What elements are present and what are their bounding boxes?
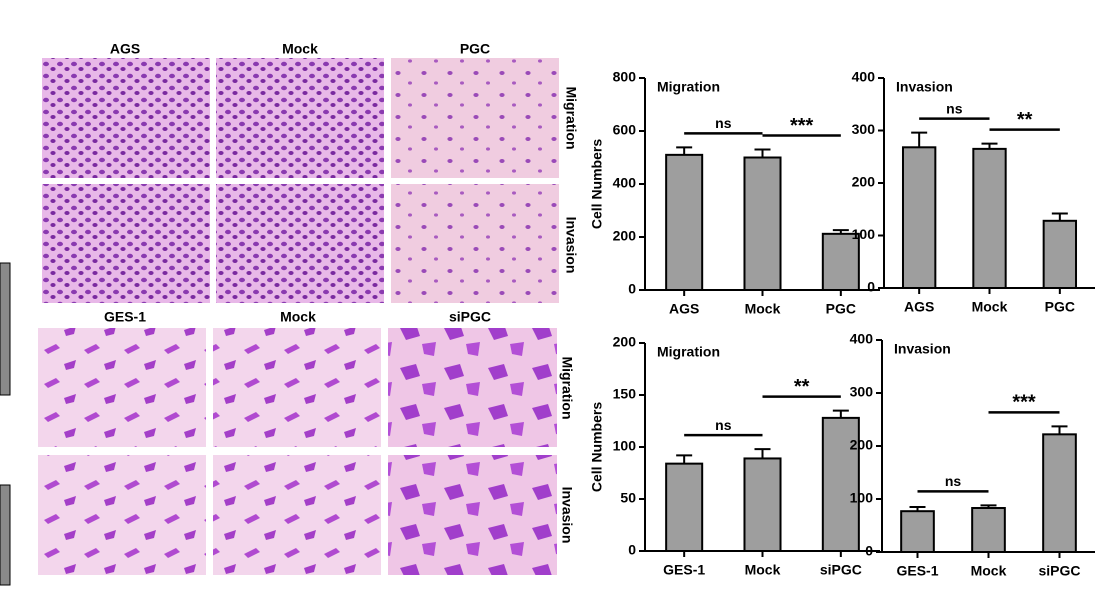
x-tick-label: Mock — [971, 563, 1007, 579]
significance-label: ns — [715, 417, 732, 433]
error-bar — [911, 131, 928, 148]
x-tick-label: Mock — [972, 299, 1008, 315]
bar — [821, 232, 860, 292]
x-tick-label: Mock — [745, 562, 781, 578]
x-tick-label: Mock — [745, 301, 781, 317]
micrographs — [38, 58, 559, 575]
y-tick-label: 400 — [613, 175, 637, 191]
row-label: Invasion — [563, 217, 579, 274]
chart-title: Invasion — [894, 341, 951, 357]
y-tick-label: 50 — [620, 490, 636, 506]
bar — [665, 462, 704, 553]
bar — [972, 147, 1007, 289]
column-label: siPGC — [449, 309, 491, 325]
y-tick-label: 400 — [852, 69, 876, 85]
significance-label: ns — [946, 100, 963, 116]
significance-label: ** — [1017, 109, 1033, 131]
y-tick-label: 100 — [850, 490, 874, 506]
micrograph — [213, 328, 381, 447]
y-tick-label: 100 — [613, 438, 637, 454]
y-tick-label: 800 — [613, 69, 637, 85]
y-tick-label: 0 — [628, 542, 636, 558]
significance-label: ** — [794, 376, 810, 398]
x-tick-label: PGC — [1045, 299, 1075, 315]
column-label: Mock — [280, 309, 316, 325]
x-tick-label: siPGC — [820, 562, 862, 578]
row-label: Invasion — [559, 487, 575, 544]
column-label: GES-1 — [104, 309, 146, 325]
y-tick-label: 0 — [867, 279, 875, 295]
error-bar — [981, 142, 998, 149]
x-tick-label: GES-1 — [896, 563, 938, 579]
y-tick-label: 600 — [613, 122, 637, 138]
chart-title: Migration — [657, 79, 720, 95]
cropped-bar — [0, 484, 11, 586]
micrograph — [38, 455, 206, 575]
bar — [665, 153, 704, 291]
y-tick-label: 100 — [852, 226, 876, 242]
row-label: Migration — [559, 357, 575, 420]
significance-label: ns — [945, 473, 962, 489]
y-tick-label: 300 — [850, 384, 874, 400]
bar — [1042, 433, 1077, 553]
micrograph — [38, 328, 206, 447]
column-label: PGC — [460, 41, 490, 57]
significance-label: *** — [1012, 392, 1036, 414]
y-tick-label: 200 — [850, 437, 874, 453]
bar — [743, 156, 782, 291]
significance-label: *** — [790, 115, 814, 137]
micrograph — [388, 455, 557, 575]
error-bar — [909, 505, 926, 512]
bar — [901, 146, 937, 289]
row-label: Migration — [563, 87, 579, 150]
bar — [1042, 219, 1078, 289]
x-tick-label: AGS — [904, 299, 934, 315]
x-tick-label: AGS — [669, 301, 699, 317]
chart-title: Invasion — [896, 79, 953, 95]
y-tick-label: 200 — [613, 228, 637, 244]
micrograph — [391, 184, 559, 303]
error-bar — [676, 146, 693, 155]
micrograph — [213, 455, 381, 575]
y-tick-label: 200 — [852, 174, 876, 190]
error-bar — [754, 448, 771, 459]
bar — [743, 457, 782, 552]
y-tick-label: 400 — [850, 331, 874, 347]
y-tick-label: 0 — [865, 543, 873, 559]
cropped-bar — [0, 262, 11, 396]
y-tick-label: 0 — [628, 281, 636, 297]
x-tick-label: GES-1 — [663, 562, 705, 578]
y-axis-label: Cell Numbers — [589, 139, 605, 229]
error-bar — [1051, 425, 1068, 435]
micrograph — [216, 184, 384, 303]
y-tick-label: 150 — [613, 386, 637, 402]
error-bar — [1051, 212, 1068, 221]
error-bar — [832, 409, 849, 418]
micrograph — [216, 58, 384, 178]
micrograph — [42, 184, 210, 303]
micrograph — [42, 58, 210, 178]
column-label: AGS — [110, 41, 140, 57]
micrograph — [391, 58, 559, 178]
column-label: Mock — [282, 41, 318, 57]
micrograph — [388, 328, 557, 447]
bar — [971, 507, 1006, 554]
x-tick-label: siPGC — [1038, 563, 1080, 579]
significance-label: ns — [715, 115, 732, 131]
y-axis-label: Cell Numbers — [589, 402, 605, 492]
error-bar — [980, 504, 997, 509]
bar — [900, 510, 935, 554]
error-bar — [754, 148, 771, 158]
chart-title: Migration — [657, 344, 720, 360]
x-tick-label: PGC — [826, 301, 856, 317]
error-bar — [676, 454, 693, 464]
y-tick-label: 300 — [852, 121, 876, 137]
y-tick-label: 200 — [613, 334, 637, 350]
error-bar — [832, 229, 849, 234]
